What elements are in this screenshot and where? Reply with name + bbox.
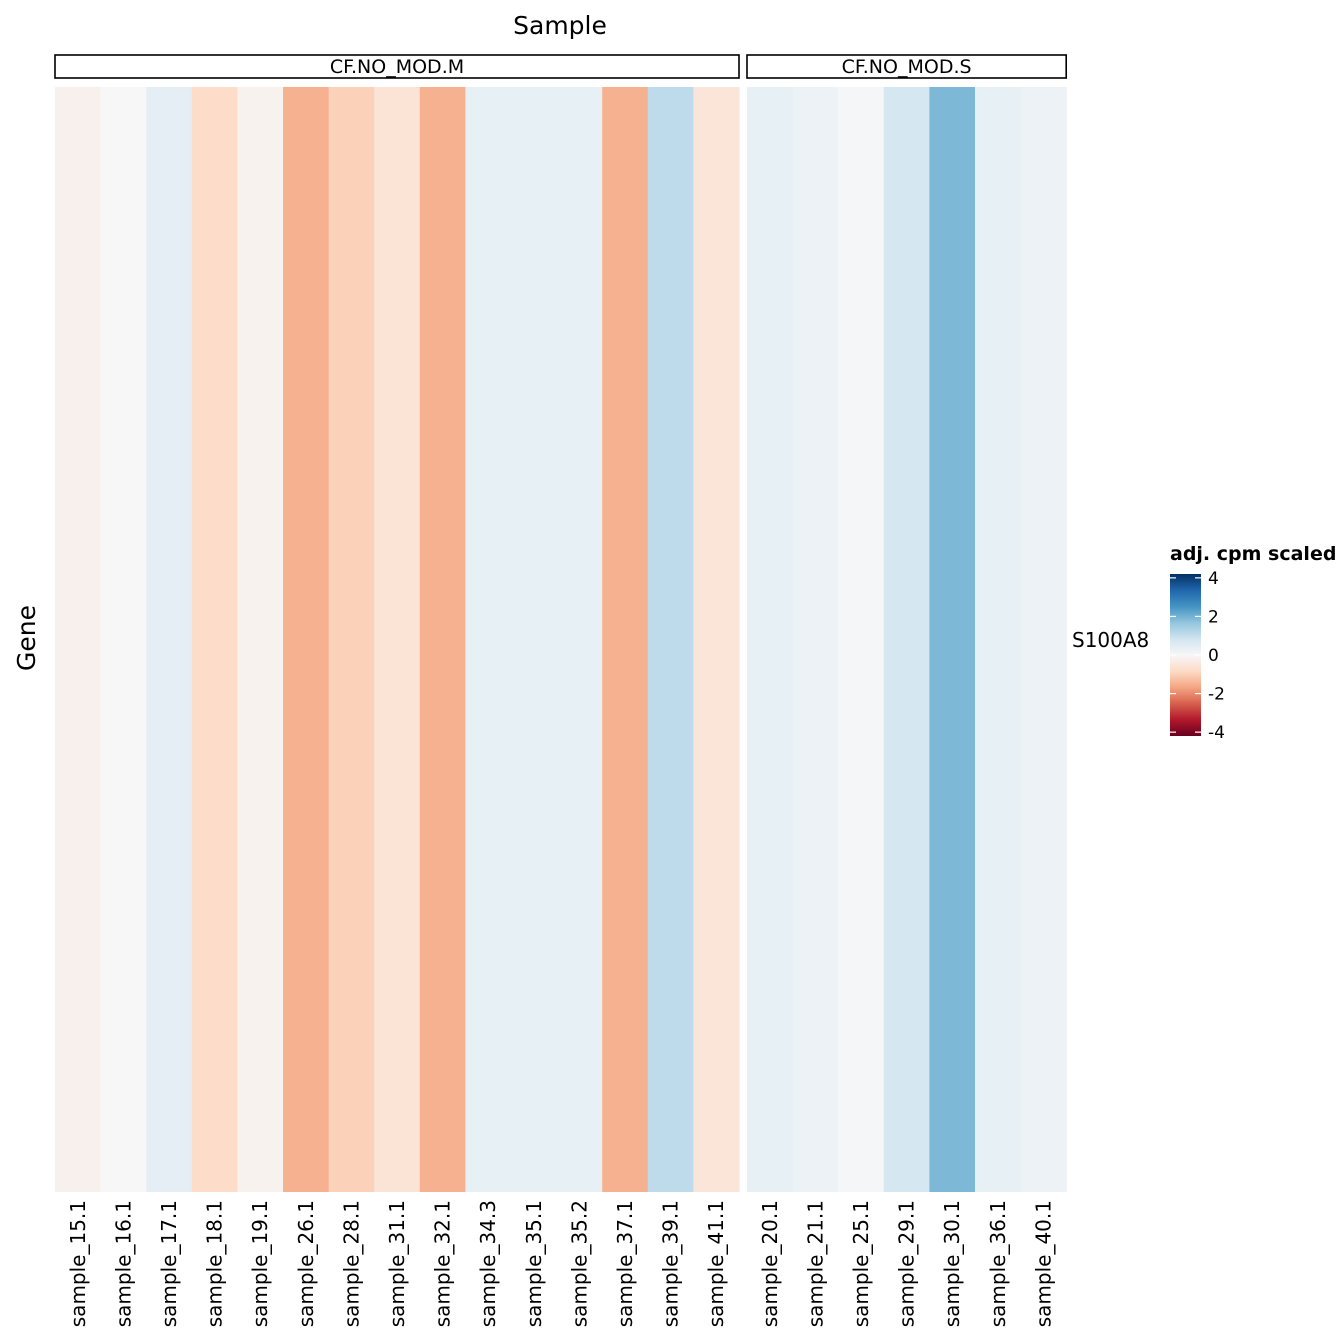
facet-strip-label: CF.NO_MOD.S [842,56,972,78]
heatmap-cell [838,87,885,1192]
legend-tick-label: 2 [1208,607,1219,627]
sample-tick-label: sample_39.1 [659,1200,683,1327]
heatmap-cell [511,87,558,1192]
sample-tick-label: sample_16.1 [111,1200,135,1327]
legend-tick-label: 0 [1208,646,1219,666]
heatmap-cell [237,87,284,1192]
legend-tick-label: -4 [1208,723,1225,743]
heatmap-cell [792,87,839,1192]
heatmap-cell [328,87,375,1192]
legend-tick-label: -2 [1208,685,1225,705]
legend-title: adj. cpm scaled [1170,543,1336,565]
sample-tick-label: sample_31.1 [385,1200,409,1327]
heatmap-cell [419,87,466,1192]
legend-tick-label: 4 [1208,569,1219,589]
sample-tick-label: sample_40.1 [1031,1200,1055,1327]
heatmap-cell [1020,87,1067,1192]
facet-strip [54,54,740,79]
heatmap-cell [747,87,794,1192]
sample-tick-label: sample_15.1 [66,1200,90,1327]
gene-tick-label: S100A8 [1072,628,1149,652]
sample-tick-label: sample_28.1 [339,1200,363,1327]
sample-tick-label: sample_37.1 [613,1200,637,1327]
sample-tick-label: sample_18.1 [203,1200,227,1327]
sample-tick-label: sample_35.1 [522,1200,546,1327]
x-axis-title: Sample [513,11,607,40]
sample-tick-label: sample_19.1 [248,1200,272,1327]
sample-tick-label: sample_21.1 [803,1200,827,1327]
sample-tick-label: sample_20.1 [758,1200,782,1327]
heatmap-cell [975,87,1022,1192]
color-legend: adj. cpm scaled 4 2 0 -2 -4 [1170,543,1336,743]
heatmap-cell [602,87,649,1192]
plot-area: CF.NO_MOD.M sample_15.1 sample_16.1 sample_… [54,54,1149,1327]
heatmap-cell [929,87,976,1192]
sample-tick-label: sample_41.1 [704,1200,728,1327]
facet-strip [746,54,1068,79]
sample-tick-label: sample_32.1 [431,1200,455,1327]
heatmap-cell [883,87,930,1192]
heatmap-cell [556,87,603,1192]
sample-tick-label: sample_34.3 [476,1200,500,1327]
sample-tick-label: sample_29.1 [895,1200,919,1327]
sample-tick-label: sample_30.1 [940,1200,964,1327]
heatmap-cell [191,87,238,1192]
sample-tick-label: sample_17.1 [157,1200,181,1327]
heatmap-cell [693,87,740,1192]
heatmap-cell [55,87,102,1192]
facet-strip-label: CF.NO_MOD.M [330,56,464,78]
y-axis-title: Gene [12,605,41,671]
heatmap-cell [100,87,147,1192]
heatmap-cell [283,87,330,1192]
sample-tick-label: sample_35.2 [567,1200,591,1327]
heatmap-cell [374,87,421,1192]
heatmap-cell [647,87,694,1192]
heatmap-cell [465,87,512,1192]
heatmap-cell [146,87,193,1192]
sample-tick-label: sample_26.1 [294,1200,318,1327]
sample-tick-label: sample_36.1 [986,1200,1010,1327]
sample-tick-label: sample_25.1 [849,1200,873,1327]
